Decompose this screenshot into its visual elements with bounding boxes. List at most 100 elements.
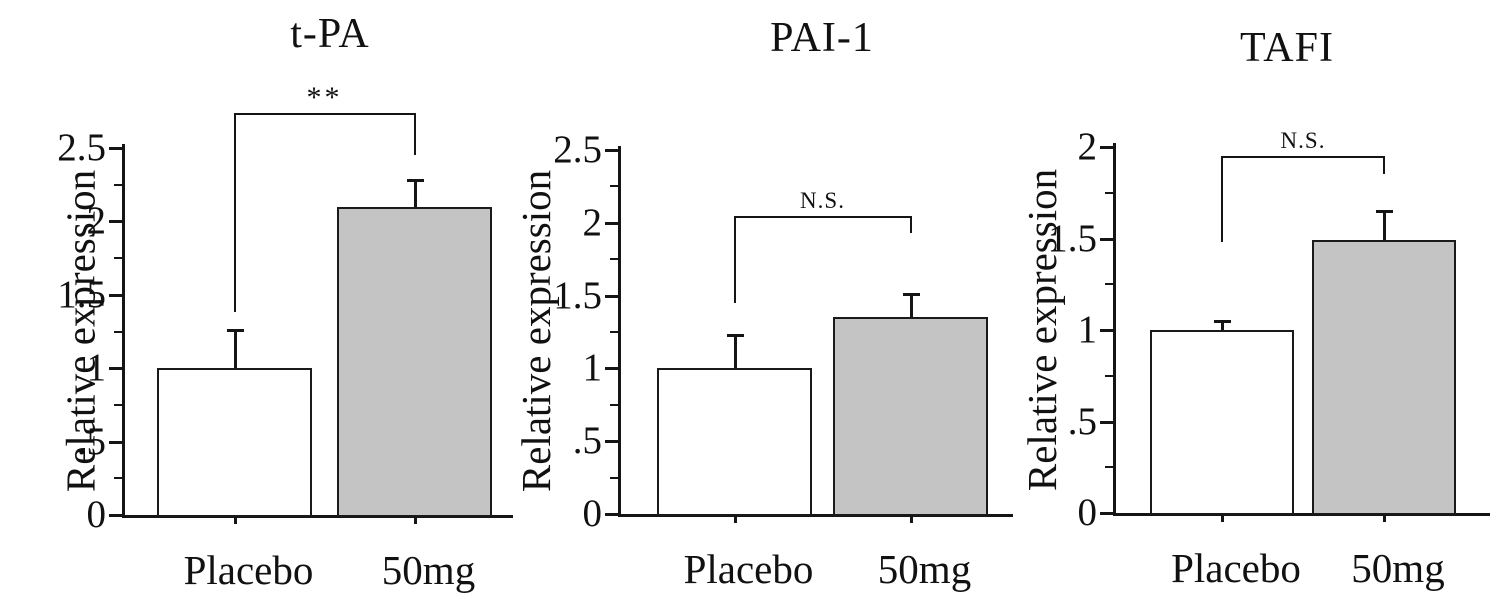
error-bar-cap [1376,210,1393,213]
bar-placebo [157,368,312,517]
bar-50mg [833,317,988,516]
x-axis-line [1113,513,1490,516]
error-bar-line [1221,322,1224,330]
y-axis-minor-tick [610,404,618,406]
x-category-label: Placebo [683,546,814,592]
x-axis-tick [733,517,737,523]
y-axis-tick-label: 2.5 [553,128,602,171]
x-axis-tick [1383,516,1386,522]
bar-placebo [657,368,812,516]
y-axis-major-tick [1100,146,1113,149]
y-axis-minor-tick [610,185,618,187]
significance-bracket-right-leg [413,113,416,155]
error-bar-cap [902,293,920,296]
significance-label: N.S. [800,188,845,213]
y-axis-major-tick [109,220,122,223]
significance-bracket-left-leg [233,113,236,312]
significance-bracket-left-leg [733,216,736,303]
x-category-label: 50mg [877,546,972,592]
y-axis-tick-label: .5 [572,419,602,462]
chart-title: TAFI [1240,25,1334,71]
y-axis-major-tick [605,440,618,443]
x-axis-tick [413,518,417,524]
y-axis-minor-tick [610,331,618,333]
x-category-label: Placebo [183,547,314,593]
chart-tafi: TAFI Relative expression 0.5 1 1.5 2 Placebo 50… [992,0,1500,609]
y-axis-major-tick [1100,421,1113,424]
chart-title: t-PA [290,11,370,57]
y-axis-minor-tick [1105,283,1113,285]
error-bar-line [413,181,417,207]
chart-pai-1: PAI-1 Relative expression 0.5 1 1.5 2 2.5 Place… [500,0,1015,609]
x-category-label: 50mg [381,547,476,593]
y-axis-minor-tick [114,404,122,406]
y-axis-major-tick [109,294,122,297]
y-axis-tick-label: 0 [1077,491,1098,534]
bar-placebo [1150,330,1294,515]
y-axis-major-tick [109,514,122,517]
significance-bracket-bar [233,113,416,115]
error-bar-line [909,295,913,317]
y-axis-tick-label: 2 [582,201,603,244]
y-axis-major-tick [605,367,618,370]
y-axis-tick-label: 2 [86,199,107,242]
y-axis-major-tick [605,295,618,298]
chart-title: PAI-1 [770,15,874,61]
error-bar-cap [406,179,424,182]
y-axis-tick-label: 1.5 [553,274,602,317]
y-axis-major-tick [1100,329,1113,332]
error-bar-line [1383,212,1386,240]
significance-label: N.S. [1280,128,1326,153]
y-axis-major-tick [109,147,122,150]
y-axis-tick-label: 0 [582,492,603,535]
y-axis-line [618,146,621,517]
significance-bracket-right-leg [909,216,912,233]
y-axis-minor-tick [610,477,618,479]
x-axis-tick [1221,516,1224,522]
y-axis-major-tick [605,149,618,152]
y-axis-tick-label: 2 [1077,125,1098,168]
chart-t-pa: t-PA Relative expression 0.5 1 1.5 2 2.5 Placeb… [0,0,515,609]
significance-label: ** [306,81,343,114]
y-axis-line [122,144,125,518]
x-axis-line [122,515,513,518]
y-axis-minor-tick [114,331,122,333]
y-axis-major-tick [109,441,122,444]
y-axis-tick-label: .5 [1067,400,1097,443]
y-axis-major-tick [605,222,618,225]
bar-50mg [337,207,492,517]
error-bar-cap [226,329,244,332]
y-axis-minor-tick [1105,192,1113,194]
significance-bracket-bar [1221,156,1385,158]
y-axis-minor-tick [114,184,122,186]
y-axis-tick-label: 0 [86,493,107,536]
bar-50mg [1312,240,1456,515]
y-axis-tick-label: 1 [582,346,603,389]
error-bar-line [233,331,237,368]
y-axis-tick-label: 2.5 [57,126,106,169]
y-axis-major-tick [1100,512,1113,515]
x-category-label: Placebo [1171,545,1301,591]
significance-bracket-bar [733,216,912,218]
y-axis-major-tick [1100,238,1113,241]
y-axis-minor-tick [610,258,618,260]
y-axis-major-tick [605,513,618,516]
y-axis-tick-label: 1 [1077,308,1098,351]
error-bar-cap [1214,320,1231,323]
error-bar-cap [726,334,744,337]
y-axis-minor-tick [114,477,122,479]
significance-bracket-left-leg [1221,156,1223,242]
x-category-label: 50mg [1351,545,1445,591]
y-axis-major-tick [109,367,122,370]
error-bar-line [733,336,737,368]
y-axis-tick-label: 1.5 [1048,217,1097,260]
y-axis-tick-label: 1 [86,346,107,389]
x-axis-tick [233,518,237,524]
x-axis-tick [909,517,913,523]
y-axis-minor-tick [114,257,122,259]
significance-bracket-right-leg [1383,156,1385,174]
y-axis-line [1113,143,1116,516]
x-axis-line [618,514,1013,517]
y-axis-tick-label: .5 [76,420,106,463]
